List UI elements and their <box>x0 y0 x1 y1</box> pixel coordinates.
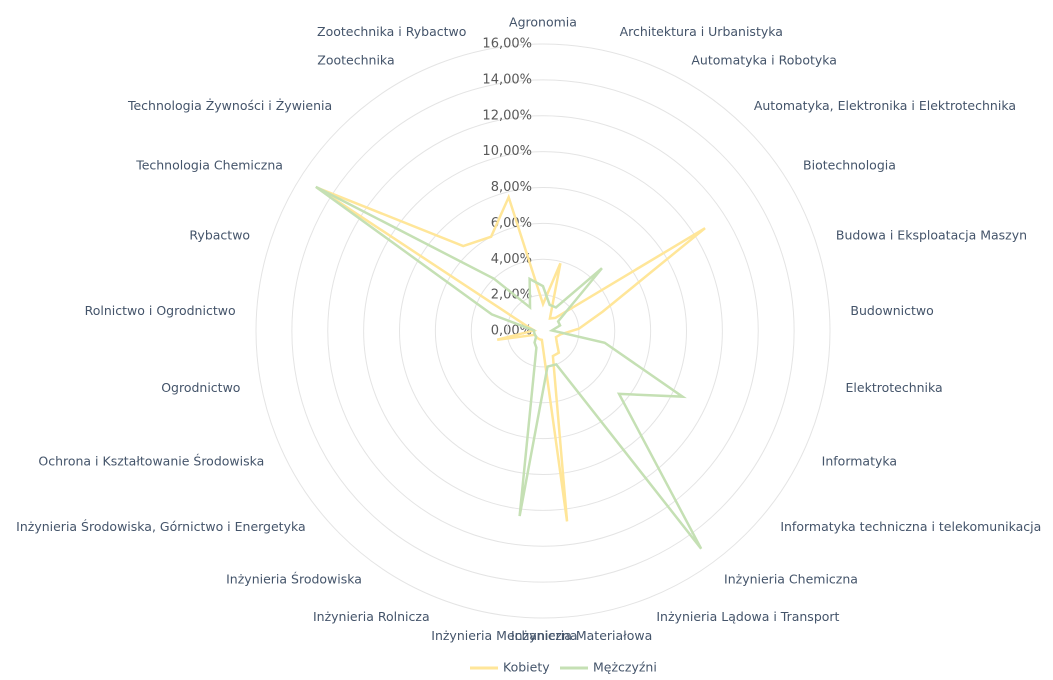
category-label: Biotechnologia <box>803 157 896 172</box>
category-label: Ogrodnictwo <box>161 380 240 395</box>
category-label: Inżynieria Lądowa i Transport <box>656 609 839 624</box>
category-label: Informatyka <box>822 454 897 469</box>
category-label: Elektrotechnika <box>846 380 943 395</box>
category-label: Technologia Chemiczna <box>135 157 283 172</box>
series-line <box>316 186 706 522</box>
category-label: Technologia Żywności i Żywienia <box>127 98 332 113</box>
category-label: Rybactwo <box>189 227 250 242</box>
legend-label: Mężczyźni <box>593 660 657 675</box>
category-label: Inżynieria Środowiska <box>226 572 362 587</box>
category-label: Informatyka techniczna i telekomunikacja <box>780 519 1041 534</box>
category-label: Inżynieria Środowiska, Górnictwo i Energ… <box>16 519 306 534</box>
category-label: Automatyka i Robotyka <box>691 53 837 68</box>
category-label: Inżynieria Materiałowa <box>511 628 652 643</box>
series-line <box>315 185 703 550</box>
y-tick-label: 16,00% <box>482 37 532 52</box>
y-tick-label: 4,00% <box>491 252 532 267</box>
grid-circle <box>363 151 723 511</box>
y-tick-label: 12,00% <box>482 108 532 123</box>
grid-circle <box>399 187 687 475</box>
category-label: Zootechnika <box>317 53 394 68</box>
category-label: Inżynieria Rolnicza <box>313 609 430 624</box>
grid-circle <box>470 258 616 404</box>
category-label: Agronomia <box>509 15 577 30</box>
grid-circle <box>255 43 831 619</box>
category-label: Budowa i Eksploatacja Maszyn <box>836 227 1027 242</box>
category-label: Zootechnika i Rybactwo <box>317 24 466 39</box>
category-label: Architektura i Urbanistyka <box>620 24 783 39</box>
category-label: Ochrona i Kształtowanie Środowiska <box>38 454 264 469</box>
category-label: Inżynieria Chemiczna <box>724 572 858 587</box>
y-tick-label: 14,00% <box>482 72 532 87</box>
y-tick-label: 8,00% <box>491 180 532 195</box>
y-tick-label: 2,00% <box>491 288 532 303</box>
legend-label: Kobiety <box>503 660 550 675</box>
grid-circle <box>291 79 795 583</box>
grid-circle <box>327 115 759 547</box>
y-tick-label: 10,00% <box>482 144 532 159</box>
category-label: Inżynieria Mechaniczna <box>431 628 577 643</box>
grid-circle <box>434 222 652 440</box>
category-label: Rolnictwo i Ogrodnictwo <box>85 303 236 318</box>
y-tick-label: 6,00% <box>491 216 532 231</box>
category-label: Budownictwo <box>850 303 933 318</box>
grid-circle <box>506 294 580 368</box>
category-label: Automatyka, Elektronika i Elektrotechnik… <box>754 98 1016 113</box>
